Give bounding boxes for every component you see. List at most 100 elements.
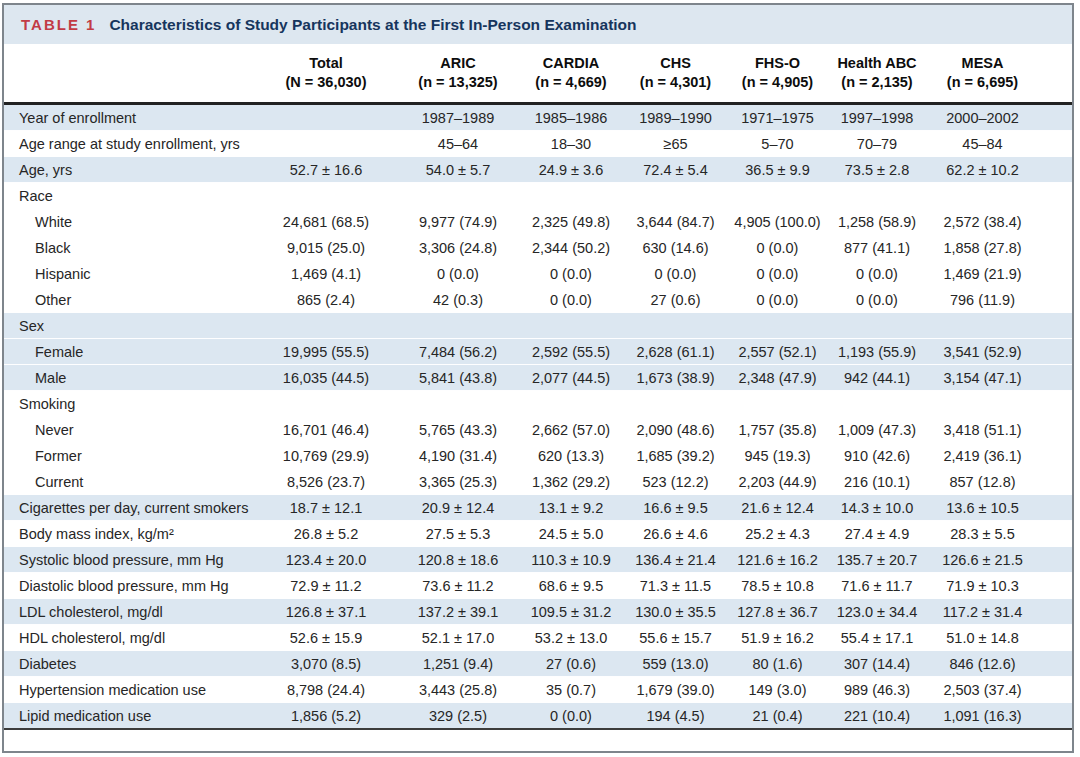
cell: 127.8 ± 36.7 bbox=[728, 599, 827, 625]
cell: 1997–1998 bbox=[827, 104, 927, 131]
table-row: Race bbox=[4, 183, 1072, 209]
cell: 3,154 (47.1) bbox=[927, 365, 1072, 391]
cell: 27.4 ± 4.9 bbox=[827, 521, 927, 547]
row-label: Diastolic blood pressure, mm Hg bbox=[4, 573, 255, 599]
cell bbox=[927, 313, 1072, 339]
cell bbox=[519, 183, 623, 209]
row-label: Smoking bbox=[4, 391, 255, 417]
cell: 137.2 ± 39.1 bbox=[397, 599, 519, 625]
table-row: Diastolic blood pressure, mm Hg72.9 ± 11… bbox=[4, 573, 1072, 599]
cell: 945 (19.3) bbox=[728, 443, 827, 469]
cell: 52.1 ± 17.0 bbox=[397, 625, 519, 651]
table-row: Year of enrollment1987–19891985–19861989… bbox=[4, 104, 1072, 131]
cell: 1989–1990 bbox=[623, 104, 728, 131]
cell: 13.6 ± 10.5 bbox=[927, 495, 1072, 521]
row-label-header bbox=[4, 44, 255, 104]
cell bbox=[623, 183, 728, 209]
cell: 123.4 ± 20.0 bbox=[255, 547, 397, 573]
row-label: Age range at study enrollment, yrs bbox=[4, 131, 255, 157]
cell: 4,905 (100.0) bbox=[728, 209, 827, 235]
row-label: HDL cholesterol, mg/dl bbox=[4, 625, 255, 651]
cell: 36.5 ± 9.9 bbox=[728, 157, 827, 183]
cell: 194 (4.5) bbox=[623, 703, 728, 730]
cell: 24,681 (68.5) bbox=[255, 209, 397, 235]
table-title: Characteristics of Study Participants at… bbox=[109, 16, 636, 34]
row-label: White bbox=[4, 209, 255, 235]
cell: 2,090 (48.6) bbox=[623, 417, 728, 443]
cell: 796 (11.9) bbox=[927, 287, 1072, 313]
cell bbox=[255, 104, 397, 131]
cell: 135.7 ± 20.7 bbox=[827, 547, 927, 573]
participants-table: Total(N = 36,030)ARIC(n = 13,325)CARDIA(… bbox=[4, 44, 1072, 730]
cell: 0 (0.0) bbox=[827, 261, 927, 287]
row-label: Former bbox=[4, 443, 255, 469]
cell: 559 (13.0) bbox=[623, 651, 728, 677]
row-label: Body mass index, kg/m² bbox=[4, 521, 255, 547]
cell: 42 (0.3) bbox=[397, 287, 519, 313]
cell bbox=[255, 131, 397, 157]
cell: 9,977 (74.9) bbox=[397, 209, 519, 235]
cell: 1,469 (4.1) bbox=[255, 261, 397, 287]
column-name: MESA bbox=[927, 54, 1038, 73]
cell: 70–79 bbox=[827, 131, 927, 157]
cell: 21 (0.4) bbox=[728, 703, 827, 730]
cell: 35 (0.7) bbox=[519, 677, 623, 703]
cell: 329 (2.5) bbox=[397, 703, 519, 730]
cell: 1,685 (39.2) bbox=[623, 443, 728, 469]
cell: 71.3 ± 11.5 bbox=[623, 573, 728, 599]
cell: 1,251 (9.4) bbox=[397, 651, 519, 677]
cell: 120.8 ± 18.6 bbox=[397, 547, 519, 573]
cell: 72.9 ± 11.2 bbox=[255, 573, 397, 599]
cell: 55.4 ± 17.1 bbox=[827, 625, 927, 651]
cell: 80 (1.6) bbox=[728, 651, 827, 677]
row-label: Sex bbox=[4, 313, 255, 339]
cell: 2,348 (47.9) bbox=[728, 365, 827, 391]
cell: 216 (10.1) bbox=[827, 469, 927, 495]
cell: 24.5 ± 5.0 bbox=[519, 521, 623, 547]
cell: 55.6 ± 15.7 bbox=[623, 625, 728, 651]
cell: 28.3 ± 5.5 bbox=[927, 521, 1072, 547]
cell: 4,190 (31.4) bbox=[397, 443, 519, 469]
cell: 2,325 (49.8) bbox=[519, 209, 623, 235]
table-row: LDL cholesterol, mg/dl126.8 ± 37.1137.2 … bbox=[4, 599, 1072, 625]
cell: 1,193 (55.9) bbox=[827, 339, 927, 365]
cell: 0 (0.0) bbox=[397, 261, 519, 287]
row-label: Black bbox=[4, 235, 255, 261]
cell: 149 (3.0) bbox=[728, 677, 827, 703]
cell: 10,769 (29.9) bbox=[255, 443, 397, 469]
cell: 2,572 (38.4) bbox=[927, 209, 1072, 235]
cell: 5,841 (43.8) bbox=[397, 365, 519, 391]
cell: 110.3 ± 10.9 bbox=[519, 547, 623, 573]
cell: 0 (0.0) bbox=[728, 235, 827, 261]
row-label: Systolic blood pressure, mm Hg bbox=[4, 547, 255, 573]
column-name: FHS-O bbox=[728, 54, 827, 73]
table-row: Male16,035 (44.5)5,841 (43.8)2,077 (44.5… bbox=[4, 365, 1072, 391]
column-header: CHS(n = 4,301) bbox=[623, 44, 728, 104]
cell: 989 (46.3) bbox=[827, 677, 927, 703]
column-name: CARDIA bbox=[519, 54, 623, 73]
column-header: MESA(n = 6,695) bbox=[927, 44, 1072, 104]
cell: 73.5 ± 2.8 bbox=[827, 157, 927, 183]
cell: 1,469 (21.9) bbox=[927, 261, 1072, 287]
table-frame: TABLE 1 Characteristics of Study Partici… bbox=[2, 3, 1074, 753]
cell: 1,362 (29.2) bbox=[519, 469, 623, 495]
row-label: Other bbox=[4, 287, 255, 313]
cell: 2,419 (36.1) bbox=[927, 443, 1072, 469]
cell: 846 (12.6) bbox=[927, 651, 1072, 677]
cell: 45–64 bbox=[397, 131, 519, 157]
row-label: Cigarettes per day, current smokers bbox=[4, 495, 255, 521]
cell: 2,077 (44.5) bbox=[519, 365, 623, 391]
cell: 1,009 (47.3) bbox=[827, 417, 927, 443]
cell: 19,995 (55.5) bbox=[255, 339, 397, 365]
row-label: LDL cholesterol, mg/dl bbox=[4, 599, 255, 625]
column-sample-size: (n = 6,695) bbox=[927, 73, 1038, 92]
cell: 20.9 ± 12.4 bbox=[397, 495, 519, 521]
cell: 25.2 ± 4.3 bbox=[728, 521, 827, 547]
cell: 14.3 ± 10.0 bbox=[827, 495, 927, 521]
table-row: Current8,526 (23.7)3,365 (25.3)1,362 (29… bbox=[4, 469, 1072, 495]
cell: 52.6 ± 15.9 bbox=[255, 625, 397, 651]
cell bbox=[397, 391, 519, 417]
cell: 51.9 ± 16.2 bbox=[728, 625, 827, 651]
row-label: Never bbox=[4, 417, 255, 443]
row-label: Lipid medication use bbox=[4, 703, 255, 730]
